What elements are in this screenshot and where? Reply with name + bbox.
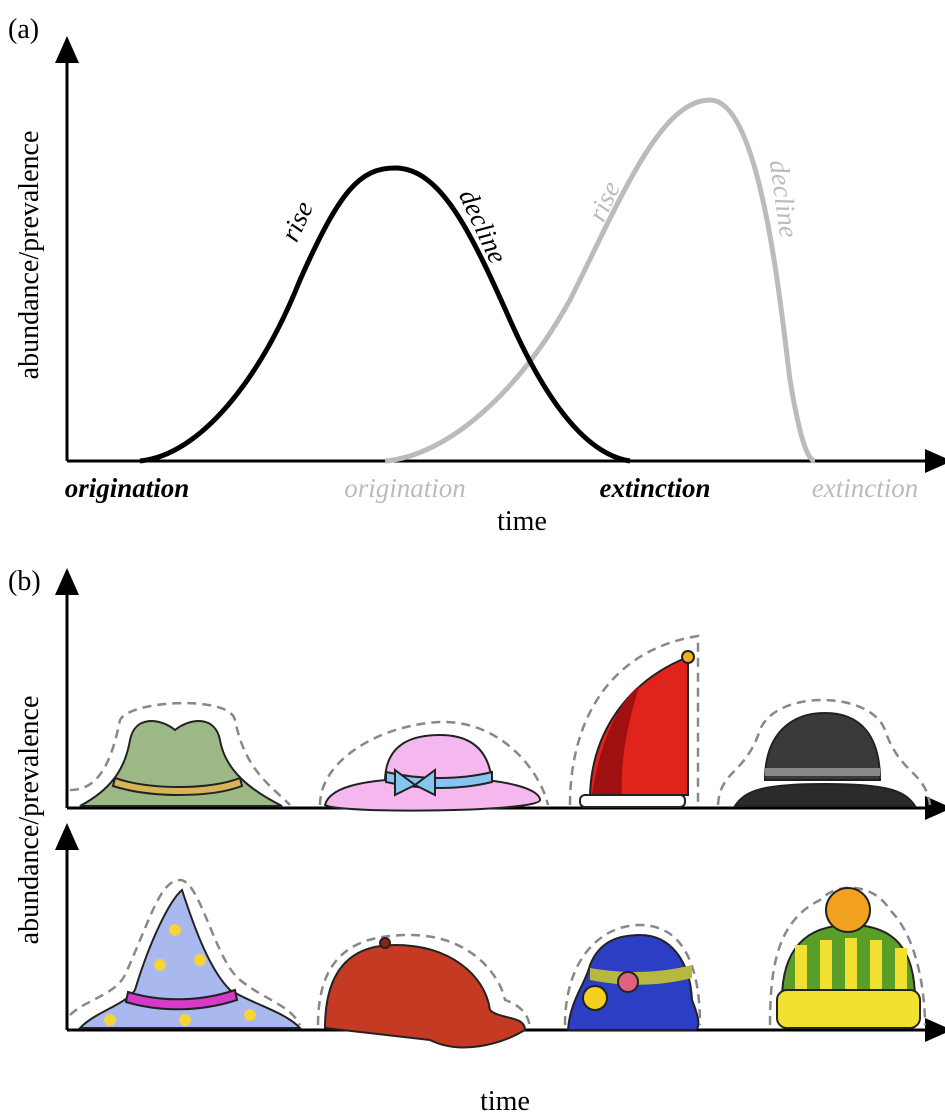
- origination-label: origination: [344, 473, 466, 503]
- rise-label: rise: [582, 176, 626, 225]
- red-hat: [568, 634, 700, 808]
- baseball-cap: [316, 933, 532, 1049]
- wizard-hat: [69, 878, 303, 1029]
- panel-label: (a): [8, 14, 39, 45]
- fedora-hat: [69, 701, 291, 807]
- extinction-label: extinction: [599, 473, 710, 503]
- x-axis-label: time: [497, 506, 547, 537]
- x-axis-label: time: [480, 1086, 530, 1117]
- curve-2: [384, 97, 816, 464]
- beanie-hat: [768, 886, 927, 1029]
- origination-label: origination: [65, 473, 190, 503]
- cloche-hat: [563, 923, 702, 1031]
- bowler-hat: [716, 698, 932, 807]
- curve-1: [139, 165, 631, 464]
- panel-label: (b): [8, 566, 41, 597]
- y-axis-label: abundance/prevalence: [14, 696, 45, 945]
- sun-hat: [318, 720, 550, 812]
- rise-label: rise: [275, 196, 319, 245]
- extinction-label: extinction: [812, 473, 918, 503]
- y-axis-label: abundance/prevalence: [14, 131, 45, 380]
